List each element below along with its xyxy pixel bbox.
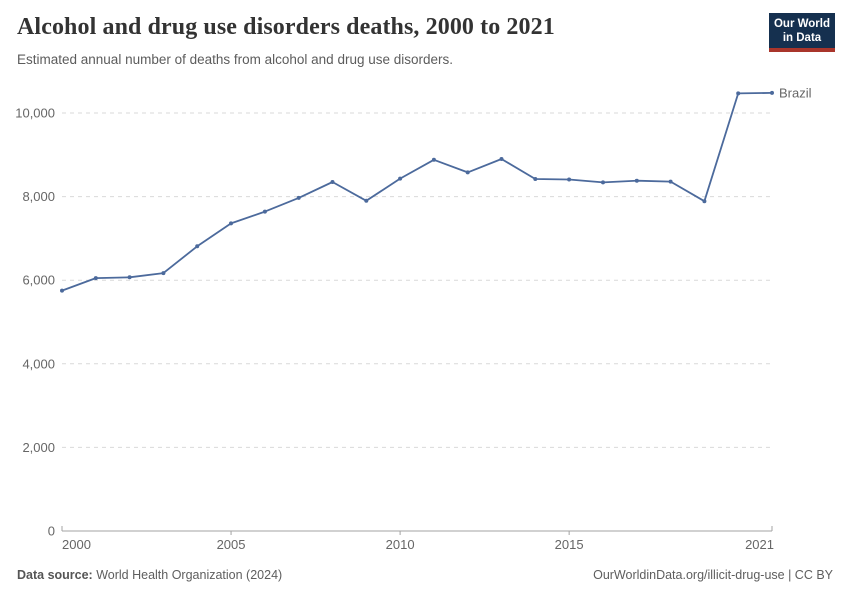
y-axis-tick-label: 2,000 xyxy=(22,440,55,455)
chart-subtitle: Estimated annual number of deaths from a… xyxy=(17,52,454,67)
data-point[interactable] xyxy=(195,244,200,249)
data-point[interactable] xyxy=(668,179,673,184)
owid-logo: Our World in Data xyxy=(769,13,835,52)
data-point[interactable] xyxy=(262,209,267,214)
data-source-text: World Health Organization (2024) xyxy=(92,568,283,582)
data-point[interactable] xyxy=(93,276,98,281)
y-axis-tick-label: 10,000 xyxy=(15,106,55,121)
footer-license-link[interactable]: OurWorldinData.org/illicit-drug-use | CC… xyxy=(593,568,833,582)
data-point[interactable] xyxy=(736,91,741,96)
x-axis-tick-label: 2010 xyxy=(386,537,415,552)
data-point[interactable] xyxy=(770,90,774,95)
chart-footer: Data source: World Health Organization (… xyxy=(17,568,833,582)
data-point[interactable] xyxy=(229,221,233,226)
y-axis-tick-label: 4,000 xyxy=(22,356,55,371)
data-point[interactable] xyxy=(161,271,166,276)
data-point[interactable] xyxy=(127,275,132,280)
data-source-label: Data source: xyxy=(17,568,93,582)
x-axis-tick-label: 2021 xyxy=(745,537,774,552)
data-point[interactable] xyxy=(330,180,335,184)
data-point[interactable] xyxy=(465,170,470,175)
page-title: Alcohol and drug use disorders deaths, 2… xyxy=(17,14,555,40)
data-point[interactable] xyxy=(296,195,301,200)
owid-logo-line1: Our World xyxy=(773,18,830,30)
y-axis-tick-label: 8,000 xyxy=(22,189,55,204)
owid-logo-line2: in Data xyxy=(782,32,822,44)
x-axis-tick-label: 2000 xyxy=(62,537,91,552)
x-axis-tick-label: 2005 xyxy=(217,537,246,552)
x-axis-tick-label: 2015 xyxy=(555,537,584,552)
data-point[interactable] xyxy=(567,177,572,182)
y-axis-tick-label: 0 xyxy=(48,524,55,539)
y-axis-tick-label: 6,000 xyxy=(22,273,55,288)
series-line xyxy=(61,92,773,292)
data-point[interactable] xyxy=(60,288,64,293)
series-end-label[interactable]: Brazil xyxy=(779,85,812,100)
data-point[interactable] xyxy=(431,157,436,162)
data-point[interactable] xyxy=(634,178,639,183)
data-point[interactable] xyxy=(601,180,605,185)
data-point[interactable] xyxy=(364,198,369,203)
data-point[interactable] xyxy=(702,199,707,204)
data-point[interactable] xyxy=(499,157,504,161)
data-point[interactable] xyxy=(398,176,403,181)
data-source: Data source: World Health Organization (… xyxy=(17,568,282,582)
data-point[interactable] xyxy=(533,177,538,181)
